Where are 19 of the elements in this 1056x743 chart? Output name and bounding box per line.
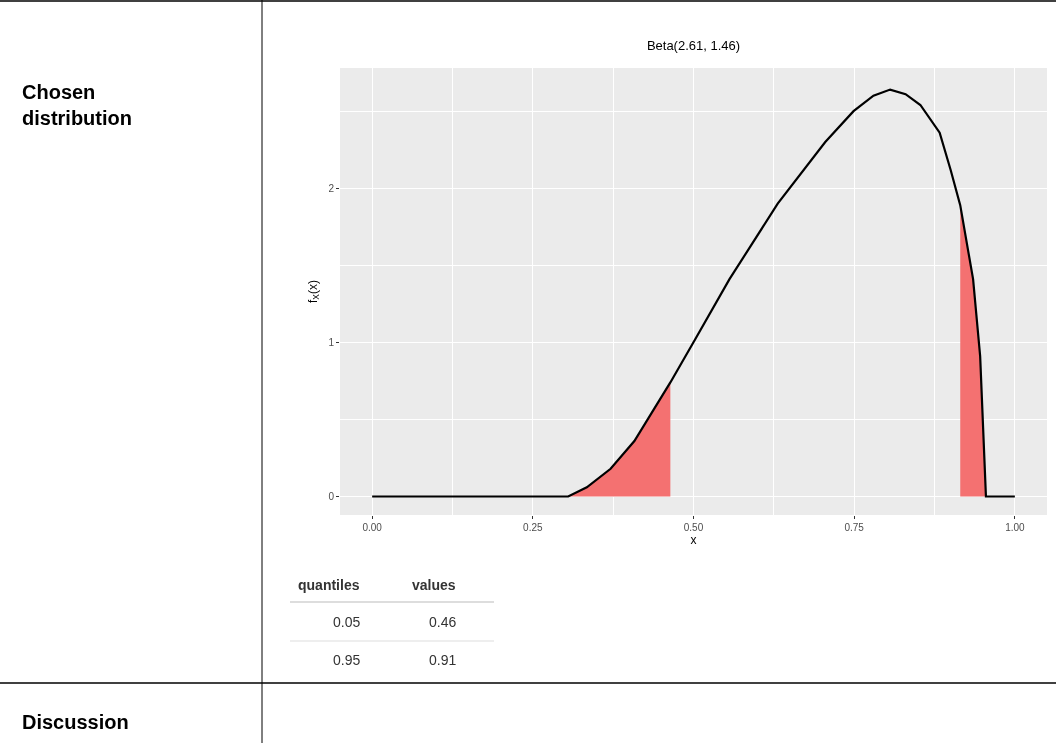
text: Discussion	[22, 711, 129, 733]
x-tick-label: 0.25	[523, 522, 543, 533]
text: 0.91	[429, 652, 457, 668]
text: values	[412, 577, 456, 593]
y-tick-label: 0	[328, 491, 335, 502]
line-series	[371, 88, 1016, 498]
text: 0.05	[333, 614, 361, 630]
x-tick-label: 0.50	[683, 522, 704, 533]
text: quantiles	[298, 577, 360, 593]
x-tick-label: 0.75	[844, 522, 865, 533]
x-tick-label: 1.00	[1005, 522, 1026, 533]
text: 0.95	[333, 652, 361, 668]
text: Chosen distribution	[22, 81, 132, 129]
y-tick-label: 1	[328, 336, 335, 348]
chart-title: Beta(2.61, 1.46)	[646, 37, 741, 53]
x-axis-title: x	[690, 533, 697, 547]
y-tick-label: 2	[328, 182, 335, 194]
x-tick-label: 0.00	[362, 522, 383, 533]
text: 0.46	[429, 614, 457, 630]
